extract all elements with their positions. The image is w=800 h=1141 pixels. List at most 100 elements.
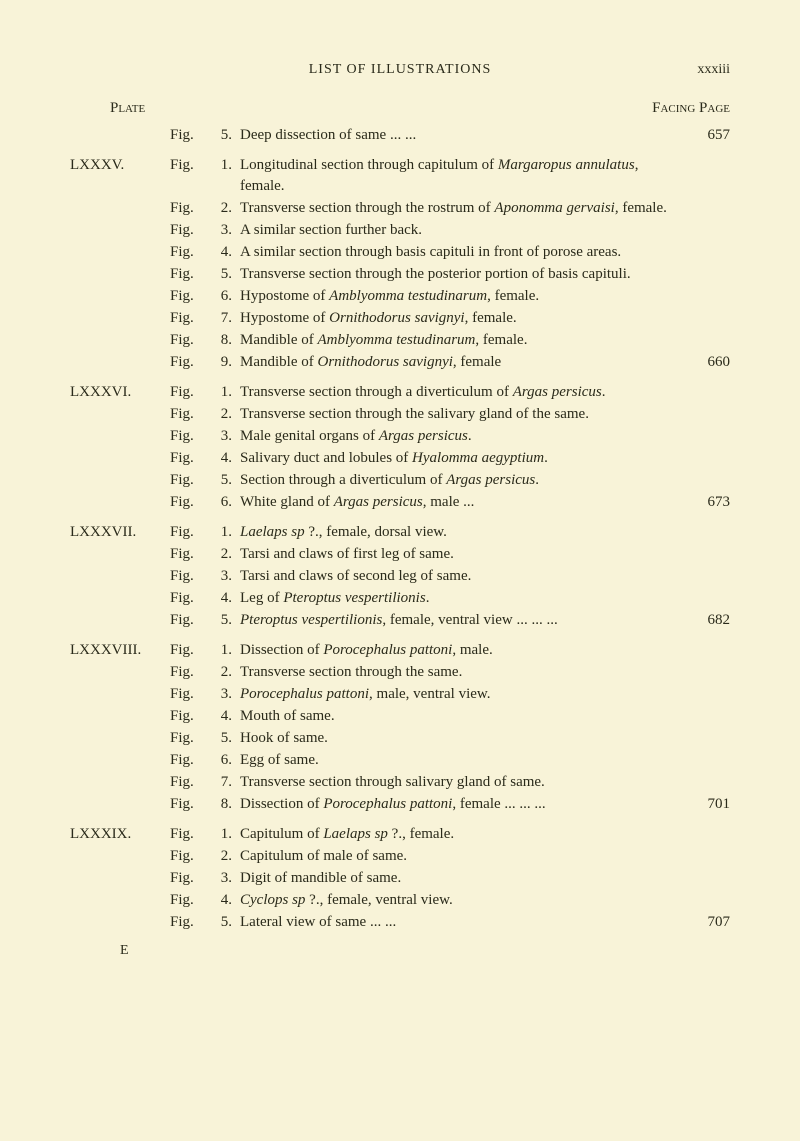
fig-label: Fig. [170, 155, 215, 176]
fig-number: 6. [215, 286, 240, 307]
fig-number: 4. [215, 706, 240, 727]
description: Salivary duct and lobules of Hyalomma ae… [240, 448, 685, 469]
fig-label: Fig. [170, 125, 215, 146]
plate-number: LXXXVII. [70, 522, 170, 543]
entry-row: LXXXV.Fig.1.Longitudinal section through… [70, 155, 730, 197]
fig-number: 6. [215, 750, 240, 771]
facing-page-column-label: Facing Page [652, 98, 730, 119]
header-title: LIST OF ILLUSTRATIONS [309, 60, 492, 80]
fig-number: 8. [215, 330, 240, 351]
fig-number: 1. [215, 522, 240, 543]
plate-number: LXXXVI. [70, 382, 170, 403]
description: Hypostome of Amblyomma testudinarum, fem… [240, 286, 685, 307]
entry-row: LXXXVII.Fig.1.Laelaps sp ?., female, dor… [70, 522, 730, 543]
fig-number: 1. [215, 382, 240, 403]
entry-row: Fig.2.Transverse section through the sal… [70, 404, 730, 425]
description: Digit of mandible of same. [240, 868, 685, 889]
description: Section through a diverticulum of Argas … [240, 470, 685, 491]
entry-row: Fig.4.Mouth of same. [70, 706, 730, 727]
fig-label: Fig. [170, 242, 215, 263]
fig-label: Fig. [170, 492, 215, 513]
fig-label: Fig. [170, 610, 215, 631]
fig-label: Fig. [170, 198, 215, 219]
fig-label: Fig. [170, 912, 215, 933]
description: Laelaps sp ?., female, dorsal view. [240, 522, 685, 543]
page-number-roman: xxxiii [697, 60, 730, 80]
description: Transverse section through the same. [240, 662, 685, 683]
description: Tarsi and claws of first leg of same. [240, 544, 685, 565]
fig-label: Fig. [170, 728, 215, 749]
entry-row: Fig.2.Capitulum of male of same. [70, 846, 730, 867]
page-number: 701 [685, 794, 730, 815]
description: Dissection of Porocephalus pattoni, fema… [240, 794, 685, 815]
fig-label: Fig. [170, 426, 215, 447]
description: White gland of Argas persicus, male ... [240, 492, 685, 513]
fig-label: Fig. [170, 220, 215, 241]
fig-label: Fig. [170, 404, 215, 425]
plate-number: LXXXVIII. [70, 640, 170, 661]
description: Leg of Pteroptus vespertilionis. [240, 588, 685, 609]
entry-row: Fig.5.Transverse section through the pos… [70, 264, 730, 285]
entry-row: Fig.5.Hook of same. [70, 728, 730, 749]
entry-row: Fig.4.A similar section through basis ca… [70, 242, 730, 263]
description: A similar section through basis capituli… [240, 242, 685, 263]
fig-label: Fig. [170, 846, 215, 867]
fig-label: Fig. [170, 890, 215, 911]
fig-label: Fig. [170, 640, 215, 661]
fig-label: Fig. [170, 308, 215, 329]
description: Capitulum of male of same. [240, 846, 685, 867]
fig-number: 2. [215, 662, 240, 683]
fig-label: Fig. [170, 750, 215, 771]
description: Mandible of Amblyomma testudinarum, fema… [240, 330, 685, 351]
fig-number: 4. [215, 242, 240, 263]
fig-number: 4. [215, 448, 240, 469]
fig-label: Fig. [170, 772, 215, 793]
entry-row: Fig.6.White gland of Argas persicus, mal… [70, 492, 730, 513]
description: Transverse section through the salivary … [240, 404, 685, 425]
description: Capitulum of Laelaps sp ?., female. [240, 824, 685, 845]
entry-row: Fig.2.Tarsi and claws of first leg of sa… [70, 544, 730, 565]
entry-row: Fig.7.Transverse section through salivar… [70, 772, 730, 793]
fig-label: Fig. [170, 566, 215, 587]
entry-row: Fig.5.Deep dissection of same ... ...657 [70, 125, 730, 146]
description: Mandible of Ornithodorus savignyi, femal… [240, 352, 685, 373]
plate-column-label: Plate [110, 98, 145, 119]
fig-label: Fig. [170, 868, 215, 889]
entry-row: Fig.3.Digit of mandible of same. [70, 868, 730, 889]
fig-label: Fig. [170, 448, 215, 469]
entry-row: Fig.3.A similar section further back. [70, 220, 730, 241]
description: Transverse section through salivary glan… [240, 772, 685, 793]
entry-row: Fig.5.Section through a diverticulum of … [70, 470, 730, 491]
fig-number: 5. [215, 610, 240, 631]
entry-row: Fig.4.Salivary duct and lobules of Hyalo… [70, 448, 730, 469]
fig-label: Fig. [170, 470, 215, 491]
entry-row: Fig.7.Hypostome of Ornithodorus savignyi… [70, 308, 730, 329]
entry-row: Fig.8.Mandible of Amblyomma testudinarum… [70, 330, 730, 351]
subheader: Plate Facing Page [70, 98, 730, 119]
fig-label: Fig. [170, 264, 215, 285]
plate-number: LXXXIX. [70, 824, 170, 845]
page-header: LIST OF ILLUSTRATIONS xxxiii [70, 60, 730, 80]
entry-row: LXXXVIII.Fig.1.Dissection of Porocephalu… [70, 640, 730, 661]
fig-label: Fig. [170, 330, 215, 351]
page-number: 673 [685, 492, 730, 513]
entry-row: Fig.6.Egg of same. [70, 750, 730, 771]
fig-number: 2. [215, 846, 240, 867]
fig-number: 7. [215, 308, 240, 329]
fig-label: Fig. [170, 352, 215, 373]
entry-row: Fig.2.Transverse section through the ros… [70, 198, 730, 219]
fig-number: 3. [215, 868, 240, 889]
fig-number: 1. [215, 155, 240, 176]
fig-label: Fig. [170, 824, 215, 845]
entry-row: LXXXVI.Fig.1.Transverse section through … [70, 382, 730, 403]
description: Pteroptus vespertilionis, female, ventra… [240, 610, 685, 631]
description: Dissection of Porocephalus pattoni, male… [240, 640, 685, 661]
description: Mouth of same. [240, 706, 685, 727]
entry-row: Fig.4.Leg of Pteroptus vespertilionis. [70, 588, 730, 609]
entries-list: Fig.5.Deep dissection of same ... ...657… [70, 125, 730, 933]
entry-row: Fig.9.Mandible of Ornithodorus savignyi,… [70, 352, 730, 373]
fig-label: Fig. [170, 662, 215, 683]
plate-number: LXXXV. [70, 155, 170, 176]
fig-number: 5. [215, 912, 240, 933]
fig-number: 5. [215, 264, 240, 285]
